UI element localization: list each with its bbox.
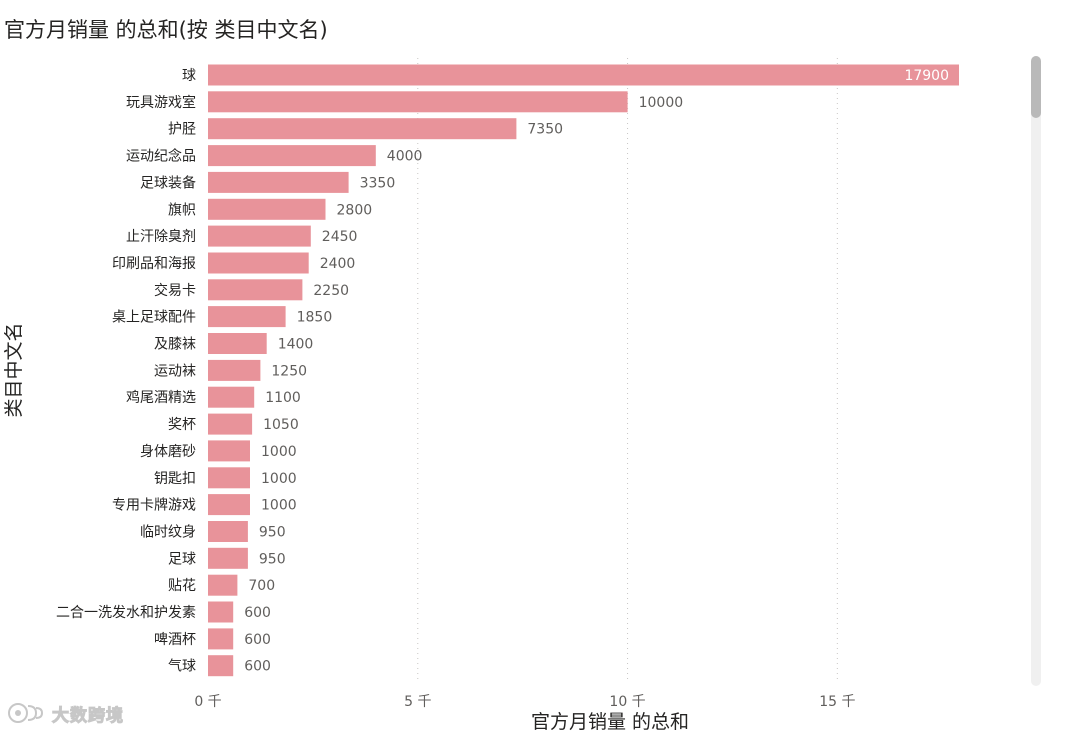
category-label: 贴花 (168, 578, 196, 594)
data-label: 10000 (639, 95, 684, 111)
category-label: 钥匙扣 (154, 471, 196, 487)
bar[interactable] (208, 171, 349, 193)
bar[interactable] (208, 145, 376, 167)
category-label: 印刷品和海报 (112, 256, 196, 272)
bar[interactable] (208, 628, 234, 650)
category-label: 运动袜 (154, 363, 196, 379)
bar[interactable] (208, 91, 628, 113)
data-label: 4000 (387, 149, 423, 165)
vertical-scrollbar-thumb[interactable] (1031, 56, 1041, 118)
data-label: 2800 (337, 202, 373, 218)
category-label: 专用卡牌游戏 (112, 497, 196, 514)
category-label: 桌上足球配件 (112, 310, 196, 326)
bar[interactable] (208, 440, 250, 462)
x-tick-label: 0 千 (194, 694, 221, 710)
data-label: 600 (244, 659, 271, 675)
data-label: 1250 (271, 363, 307, 379)
data-label: 2450 (322, 229, 358, 245)
category-label: 球 (182, 68, 196, 84)
category-label: 护胫 (168, 122, 196, 138)
bar[interactable] (208, 118, 517, 140)
category-label: 止汗除臭剂 (126, 229, 196, 245)
category-label: 身体磨砂 (140, 444, 196, 460)
watermark: 大数跨境 (6, 700, 124, 726)
bar[interactable] (208, 494, 250, 516)
data-label: 1400 (278, 337, 314, 353)
bar[interactable] (208, 333, 267, 354)
category-label: 二合一洗发水和护发素 (56, 605, 196, 621)
category-label: 足球装备 (140, 174, 196, 191)
category-label: 玩具游戏室 (126, 94, 196, 111)
data-label: 1000 (261, 498, 297, 514)
category-label: 足球 (168, 551, 196, 567)
grid-layer (417, 58, 838, 680)
category-label: 旗帜 (168, 202, 196, 218)
category-label: 临时纹身 (140, 525, 196, 541)
data-label: 1000 (261, 471, 297, 487)
bar[interactable] (208, 252, 309, 274)
data-label: 1050 (263, 417, 299, 433)
bar[interactable] (208, 225, 311, 247)
data-label: 600 (244, 605, 271, 621)
category-label: 及膝袜 (154, 337, 196, 353)
data-label: 700 (248, 578, 275, 594)
watermark-logo-icon (8, 703, 44, 723)
data-label: 7350 (527, 122, 563, 138)
bar[interactable] (208, 198, 326, 220)
bar[interactable] (208, 655, 234, 677)
value-labels: 17900 10000 7350 4000 3350 2800 2450 2400 2250 18… (244, 68, 949, 675)
category-label: 运动纪念品 (126, 148, 196, 165)
x-tick-label: 10 千 (609, 694, 645, 710)
category-labels: 球玩具游戏室护胫运动纪念品足球装备旗帜止汗除臭剂印刷品和海报交易卡桌上足球配件及… (56, 68, 196, 675)
bar[interactable] (208, 386, 255, 408)
bar[interactable] (208, 64, 959, 86)
x-tick-labels: 0 千 5 千 10 千 15 千 (194, 694, 855, 710)
bar[interactable] (208, 413, 253, 435)
bar[interactable] (208, 359, 261, 381)
bar[interactable] (208, 521, 248, 542)
data-label: 17900 (904, 68, 949, 84)
data-label: 1850 (297, 310, 333, 326)
data-label: 600 (244, 632, 271, 648)
data-label: 1100 (265, 390, 301, 406)
category-label: 奖杯 (168, 416, 196, 433)
vertical-scrollbar-track[interactable] (1031, 56, 1041, 686)
data-label: 950 (259, 525, 286, 541)
category-label: 鸡尾酒精选 (126, 389, 196, 406)
bar[interactable] (208, 574, 238, 596)
category-label: 气球 (168, 659, 196, 675)
chart-title: 官方月销量 的总和(按 类目中文名) (4, 18, 328, 42)
data-label: 2400 (320, 256, 356, 272)
x-tick-label: 5 千 (404, 694, 431, 710)
x-tick-label: 15 千 (819, 694, 855, 710)
category-label: 交易卡 (154, 282, 196, 299)
bars-layer (208, 64, 959, 677)
bar[interactable] (208, 547, 248, 569)
bar[interactable] (208, 306, 286, 328)
bar[interactable] (208, 279, 303, 301)
bar[interactable] (208, 467, 250, 489)
data-label: 2250 (313, 283, 349, 299)
watermark-text: 大数跨境 (52, 705, 124, 726)
y-axis-title: 类目中文名 (3, 322, 25, 417)
data-label: 3350 (360, 175, 396, 191)
x-axis-title: 官方月销量 的总和 (531, 711, 689, 733)
bar[interactable] (208, 601, 234, 623)
data-label: 1000 (261, 444, 297, 460)
data-label: 950 (259, 551, 286, 567)
category-label: 啤酒杯 (154, 632, 196, 648)
